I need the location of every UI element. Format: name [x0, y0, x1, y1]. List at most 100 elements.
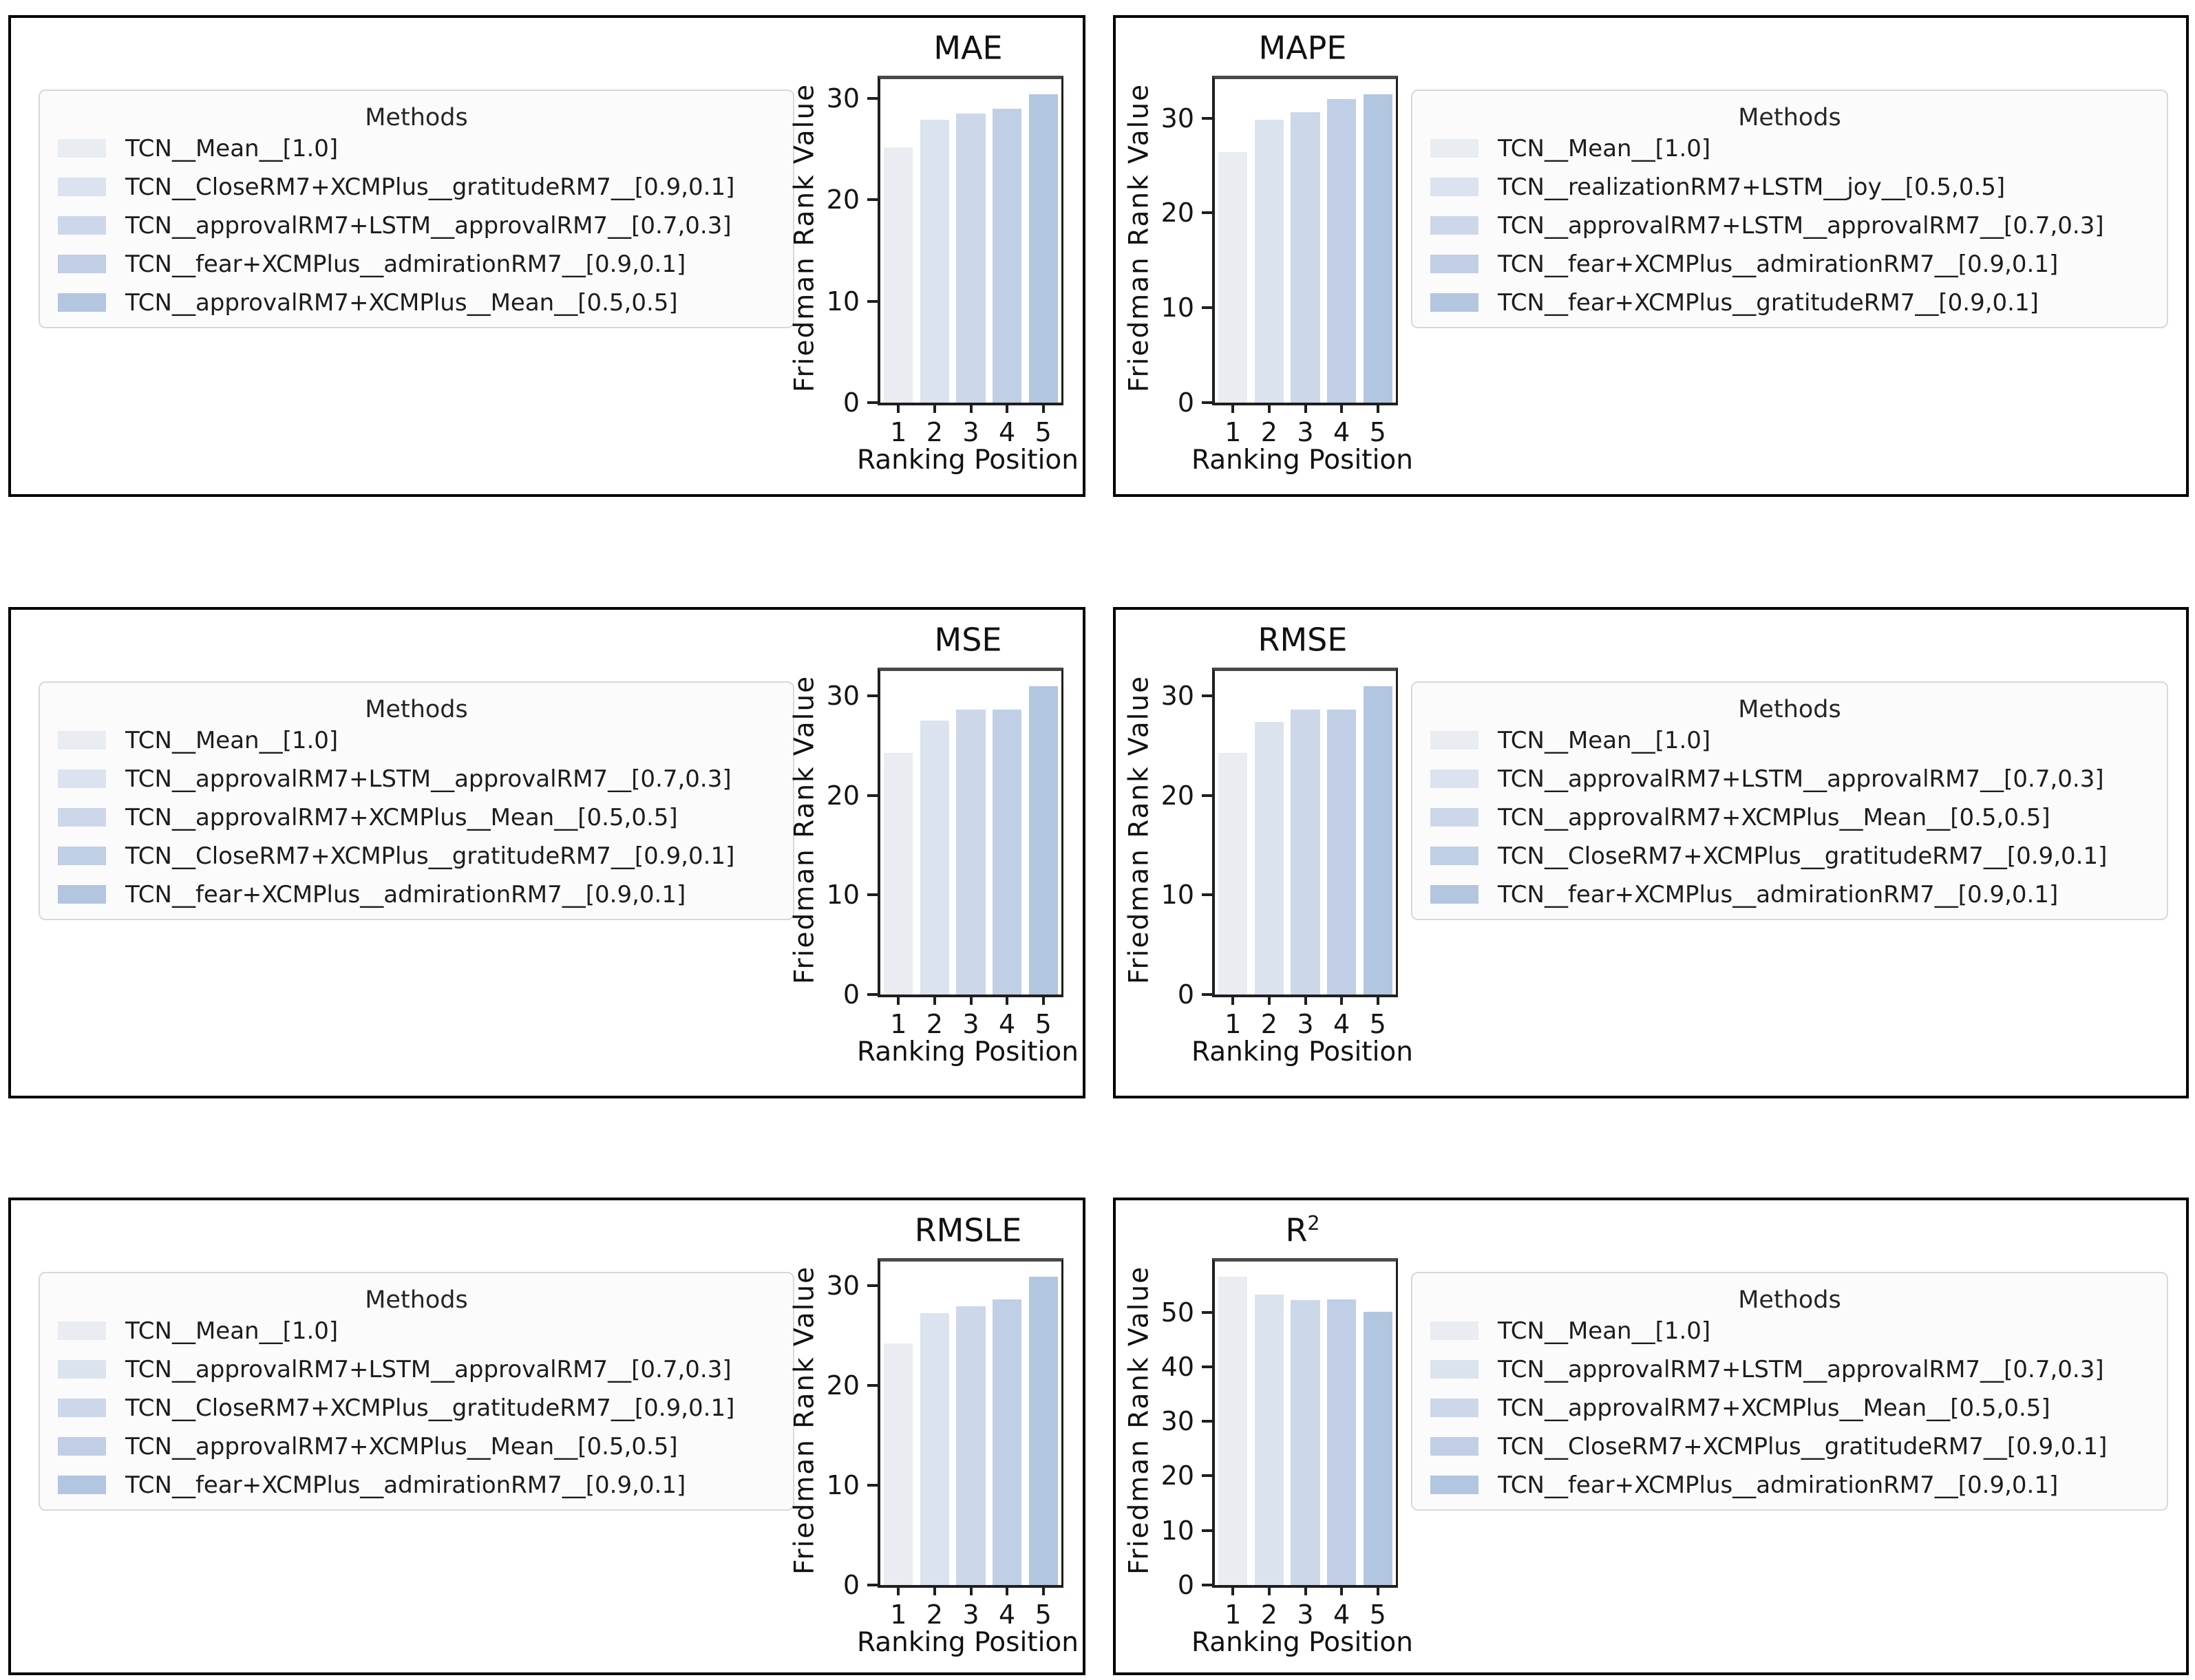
legend-item: TCN__fear+XCMPlus__admirationRM7__[0.9,0… [1430, 883, 2167, 906]
legend-swatch [1430, 1476, 1478, 1494]
y-axis-label: Friedman Rank Value [789, 1265, 820, 1575]
bar-chart-rmsle: RMSLE Friedman Rank Value 0 10 20 30 1 2 3 4 5 R… [781, 1200, 1079, 1672]
y-tick-label: 0 [842, 1570, 860, 1600]
y-axis-label: Friedman Rank Value [789, 83, 820, 392]
x-axis-label: Ranking Position [1191, 445, 1413, 476]
bar [1028, 1276, 1058, 1585]
legend-item-label: TCN__realizationRM7+LSTM__joy__[0.5,0.5] [1498, 173, 2006, 201]
legend-box: Methods TCN__Mean__[1.0] TCN__approvalRM7… [1411, 681, 2168, 920]
y-tick-label: 40 [1160, 1351, 1194, 1382]
bar [993, 108, 1022, 403]
legend-items: TCN__Mean__[1.0] TCN__realizationRM7+LSTM… [1412, 134, 2167, 315]
legend-item: TCN__CloseRM7+XCMPlus__gratitudeRM7__[0.… [1430, 844, 2167, 868]
x-tick-label: 2 [1260, 417, 1277, 447]
y-axis-label: Friedman Rank Value [789, 674, 820, 984]
plot-area: 0 10 20 30 1 2 3 4 5 [827, 668, 1063, 1037]
legend-title: Methods [1738, 1286, 1841, 1314]
legend-item-label: TCN__approvalRM7+LSTM__approvalRM7__[0.7… [1498, 211, 2104, 240]
x-axis-label: Ranking Position [857, 445, 1079, 476]
legend-swatch [58, 769, 106, 788]
x-tick [969, 1585, 973, 1595]
x-tick [1006, 995, 1009, 1005]
legend-item: TCN__Mean__[1.0] [1430, 1319, 2167, 1343]
legend-item-label: TCN__Mean__[1.0] [125, 726, 339, 754]
bar [1254, 120, 1284, 403]
legend-item: TCN__Mean__[1.0] [1430, 726, 2167, 754]
x-tick [1267, 1585, 1271, 1595]
x-tick [1376, 403, 1379, 413]
y-tick-label: 10 [1160, 1515, 1194, 1546]
x-tick [1041, 995, 1045, 1005]
legend-items: TCN__Mean__[1.0] TCN__approvalRM7+LSTM__a… [1412, 726, 2167, 906]
y-tick-label: 0 [842, 979, 860, 1010]
y-tick-label: 10 [826, 1469, 860, 1500]
legend-item-label: TCN__fear+XCMPlus__admirationRM7__[0.9,0… [125, 1471, 686, 1499]
x-tick-label: 1 [890, 417, 907, 447]
legend-item: TCN__approvalRM7+LSTM__approvalRM7__[0.7… [1430, 765, 2167, 793]
x-axis-label: Ranking Position [1191, 1036, 1413, 1067]
legend-swatch [58, 293, 106, 312]
x-axis-label: Ranking Position [857, 1036, 1079, 1067]
y-tick-label: 20 [1160, 1460, 1194, 1491]
legend-item-label: TCN__approvalRM7+LSTM__approvalRM7__[0.7… [125, 211, 732, 240]
panel-mse: Methods TCN__Mean__[1.0] TCN__approvalRM7… [8, 607, 1085, 1098]
x-tick [933, 1585, 936, 1595]
legend-item-label: TCN__Mean__[1.0] [1498, 134, 1711, 162]
x-tick [969, 995, 973, 1005]
y-tick-label: 30 [1160, 1406, 1194, 1437]
legend-item-label: TCN__approvalRM7+XCMPlus__Mean__[0.5,0.5… [1498, 1394, 2050, 1422]
legend-item: TCN__approvalRM7+LSTM__approvalRM7__[0.7… [58, 1358, 793, 1381]
x-tick-label: 3 [1297, 1009, 1314, 1039]
legend-box: Methods TCN__Mean__[1.0] TCN__approvalRM7… [39, 681, 794, 920]
legend-item-label: TCN__Mean__[1.0] [125, 134, 339, 162]
bar [1291, 1300, 1320, 1585]
legend-item: TCN__fear+XCMPlus__gratitudeRM7__[0.9,0.… [1430, 291, 2167, 315]
x-tick [1231, 403, 1235, 413]
panel-rmse: Methods TCN__Mean__[1.0] TCN__approvalRM7… [1113, 607, 2189, 1098]
legend-item: TCN__CloseRM7+XCMPlus__gratitudeRM7__[0.… [58, 844, 793, 868]
legend-item-label: TCN__approvalRM7+XCMPlus__Mean__[0.5,0.5… [1498, 803, 2050, 831]
legend-items: TCN__Mean__[1.0] TCN__CloseRM7+XCMPlus__g… [40, 134, 793, 315]
legend-swatch [58, 1360, 106, 1379]
legend-swatch [1430, 847, 1478, 865]
x-tick-label: 5 [1369, 1599, 1386, 1630]
bar [920, 119, 949, 403]
plot-area: 0 10 20 30 1 2 3 4 5 [827, 1258, 1063, 1628]
y-tick-label: 0 [842, 387, 860, 418]
x-tick-label: 3 [962, 1009, 979, 1039]
legend-title: Methods [365, 1286, 468, 1314]
x-tick-label: 4 [999, 1599, 1016, 1630]
y-tick-label: 30 [826, 83, 860, 114]
bar [1028, 685, 1058, 995]
legend-swatch [1430, 769, 1478, 788]
x-tick-label: 4 [1333, 417, 1350, 447]
x-tick-label: 1 [1224, 1599, 1242, 1630]
y-tick-label: 10 [826, 880, 860, 911]
x-tick-label: 5 [1369, 1009, 1386, 1039]
legend-swatch [1430, 808, 1478, 827]
legend-item: TCN__CloseRM7+XCMPlus__gratitudeRM7__[0.… [58, 1396, 793, 1420]
x-tick [933, 995, 936, 1005]
legend-item-label: TCN__Mean__[1.0] [1498, 726, 1711, 754]
x-tick-label: 5 [1035, 1009, 1052, 1039]
legend-swatch [1430, 1321, 1478, 1340]
legend-swatch [58, 139, 106, 158]
y-tick [1202, 1365, 1215, 1368]
x-tick-label: 5 [1035, 417, 1052, 447]
legend-title: Methods [365, 104, 468, 131]
plot-area: 0 10 20 30 40 50 1 2 3 4 5 [1161, 1258, 1398, 1628]
y-tick-label: 10 [826, 286, 860, 317]
legend-item-label: TCN__approvalRM7+LSTM__approvalRM7__[0.7… [125, 765, 732, 793]
bar [1327, 710, 1357, 995]
bar [993, 710, 1022, 995]
bar-chart-mape: MAPE Friedman Rank Value 0 10 20 30 1 2 3 4 5 Ra… [1116, 18, 1414, 494]
legend-item-label: TCN__approvalRM7+LSTM__approvalRM7__[0.7… [1498, 765, 2104, 793]
x-tick [1304, 995, 1307, 1005]
y-tick [867, 993, 880, 996]
bar [1218, 752, 1248, 995]
bar [1291, 112, 1320, 403]
legend-swatch [58, 731, 106, 749]
x-tick [933, 403, 936, 413]
y-tick [867, 694, 880, 698]
legend-items: TCN__Mean__[1.0] TCN__approvalRM7+LSTM__a… [1412, 1319, 2167, 1497]
